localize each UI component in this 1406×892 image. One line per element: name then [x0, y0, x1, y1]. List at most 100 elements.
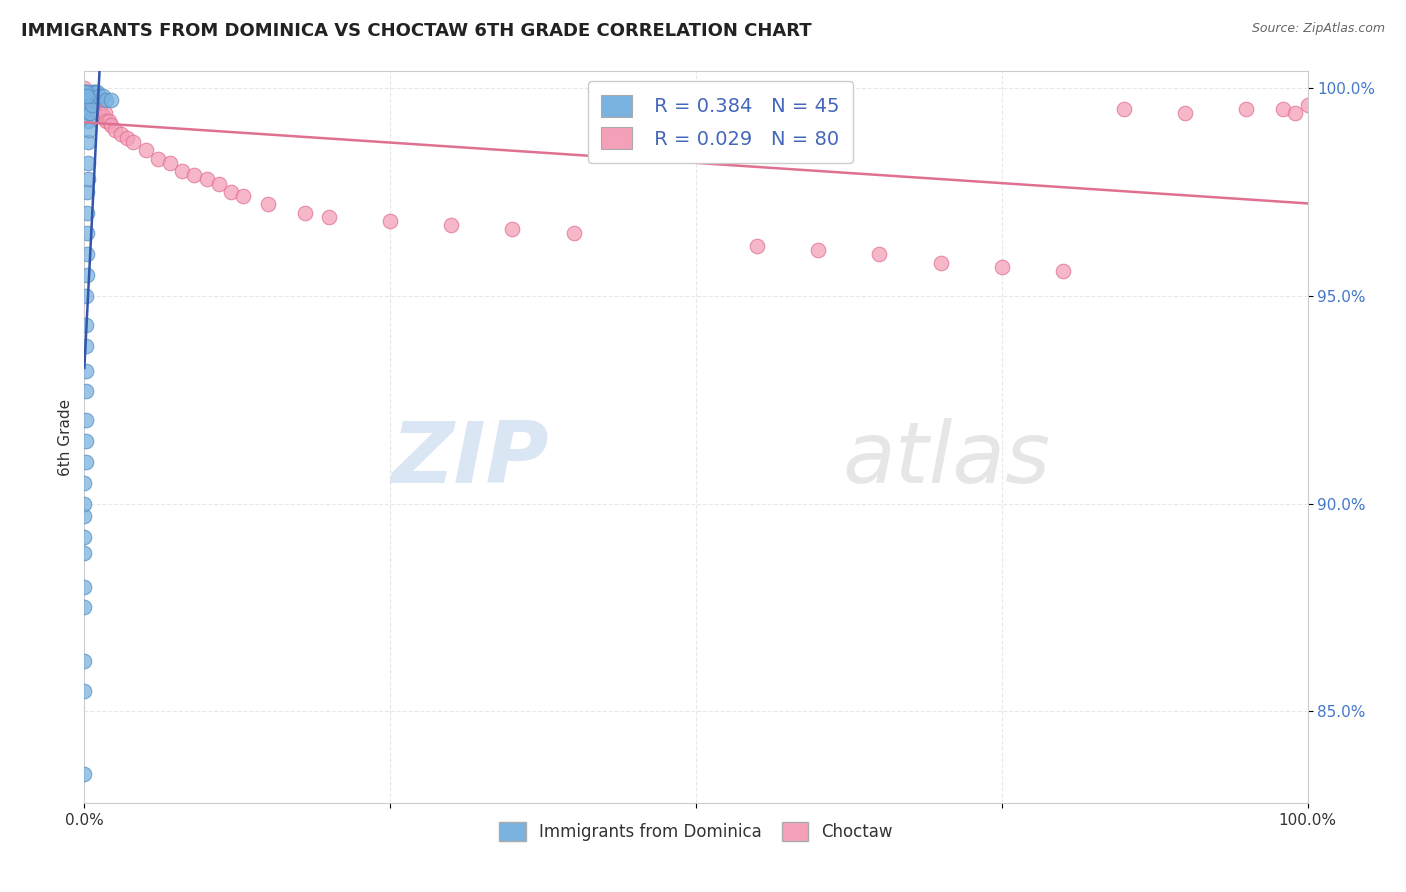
Point — [77, 94, 100, 108]
Point — [380, 214, 402, 228]
Point — [562, 227, 585, 241]
Point — [1114, 102, 1136, 116]
Point — [104, 122, 127, 136]
Point — [77, 102, 100, 116]
Point — [80, 102, 103, 116]
Point — [73, 475, 96, 490]
Point — [75, 85, 97, 99]
Point — [83, 102, 105, 116]
Point — [75, 94, 97, 108]
Point — [1272, 102, 1295, 116]
Text: IMMIGRANTS FROM DOMINICA VS CHOCTAW 6TH GRADE CORRELATION CHART: IMMIGRANTS FROM DOMINICA VS CHOCTAW 6TH … — [21, 22, 811, 40]
Point — [77, 94, 100, 108]
Point — [79, 89, 101, 103]
Point — [77, 94, 100, 108]
Point — [89, 97, 111, 112]
Point — [77, 97, 100, 112]
Point — [77, 94, 100, 108]
Y-axis label: 6th Grade: 6th Grade — [58, 399, 73, 475]
Point — [75, 289, 97, 303]
Point — [219, 185, 242, 199]
Point — [73, 94, 96, 108]
Point — [86, 102, 108, 116]
Point — [1052, 264, 1074, 278]
Point — [87, 97, 110, 112]
Point — [318, 210, 340, 224]
Point — [869, 247, 891, 261]
Point — [79, 89, 101, 103]
Point — [77, 97, 100, 112]
Point — [91, 89, 114, 103]
Point — [77, 89, 100, 103]
Point — [1284, 106, 1306, 120]
Point — [115, 131, 138, 145]
Point — [75, 384, 97, 399]
Point — [80, 97, 103, 112]
Point — [294, 205, 316, 219]
Point — [76, 89, 98, 103]
Point — [84, 85, 107, 99]
Point — [86, 85, 108, 99]
Point — [83, 85, 105, 99]
Point — [100, 94, 122, 108]
Point — [79, 106, 101, 120]
Point — [93, 110, 115, 124]
Point — [77, 106, 100, 120]
Point — [73, 85, 96, 99]
Point — [82, 94, 104, 108]
Legend: Immigrants from Dominica, Choctaw: Immigrants from Dominica, Choctaw — [491, 814, 901, 849]
Point — [79, 94, 101, 108]
Point — [73, 85, 96, 99]
Point — [77, 97, 100, 112]
Point — [1174, 106, 1197, 120]
Point — [502, 222, 524, 236]
Point — [97, 114, 120, 128]
Point — [73, 85, 96, 99]
Point — [75, 455, 97, 469]
Point — [77, 172, 100, 186]
Point — [76, 89, 98, 103]
Point — [76, 94, 98, 108]
Point — [991, 260, 1014, 274]
Point — [82, 89, 104, 103]
Point — [172, 164, 194, 178]
Point — [159, 156, 181, 170]
Point — [807, 243, 830, 257]
Text: atlas: atlas — [842, 417, 1050, 500]
Point — [73, 600, 96, 615]
Point — [208, 177, 231, 191]
Point — [76, 247, 98, 261]
Point — [122, 135, 145, 149]
Text: ZIP: ZIP — [391, 417, 550, 500]
Point — [73, 497, 96, 511]
Point — [73, 766, 96, 780]
Point — [75, 89, 97, 103]
Point — [77, 114, 100, 128]
Point — [1236, 102, 1258, 116]
Point — [87, 89, 110, 103]
Point — [76, 185, 98, 199]
Point — [77, 156, 100, 170]
Point — [79, 97, 101, 112]
Point — [75, 94, 97, 108]
Point — [73, 530, 96, 544]
Point — [77, 122, 100, 136]
Point — [80, 94, 103, 108]
Point — [82, 97, 104, 112]
Point — [73, 509, 96, 524]
Point — [77, 89, 100, 103]
Point — [76, 97, 98, 112]
Point — [73, 683, 96, 698]
Point — [73, 655, 96, 669]
Point — [96, 94, 118, 108]
Point — [75, 339, 97, 353]
Point — [76, 227, 98, 241]
Point — [76, 97, 98, 112]
Point — [77, 135, 100, 149]
Point — [75, 434, 97, 449]
Point — [87, 102, 110, 116]
Point — [75, 89, 97, 103]
Point — [75, 94, 97, 108]
Point — [75, 413, 97, 427]
Point — [73, 580, 96, 594]
